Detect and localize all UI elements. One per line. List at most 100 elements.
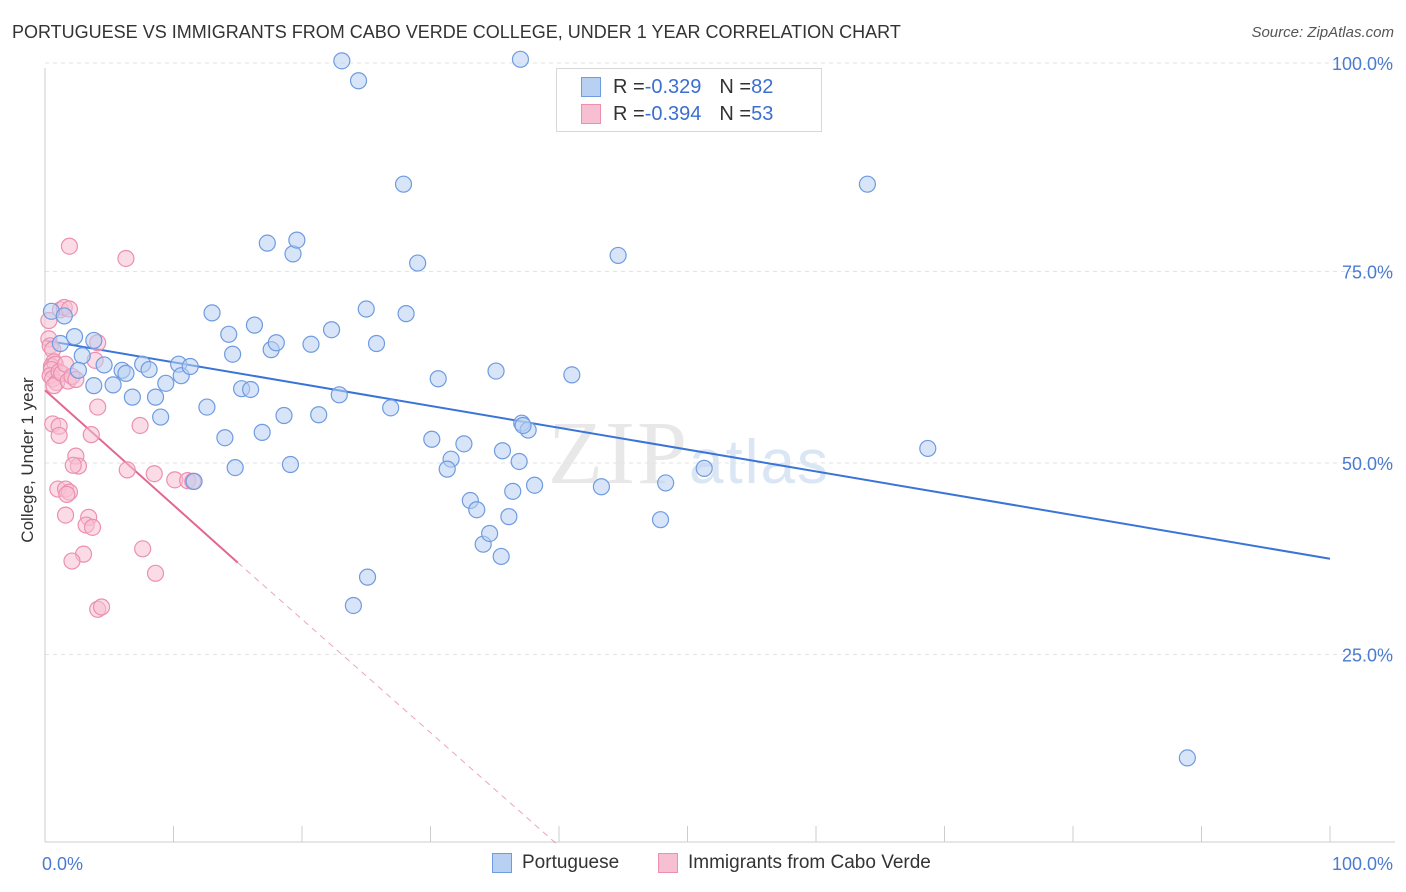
data-point-cabo-verde bbox=[63, 552, 81, 570]
data-point-cabo-verde bbox=[83, 518, 102, 536]
legend-label-portuguese: Portuguese bbox=[522, 852, 620, 873]
source-credit: Source: ZipAtlas.com bbox=[1251, 24, 1394, 41]
data-point-portuguese bbox=[288, 231, 306, 249]
data-point-portuguese bbox=[157, 374, 175, 392]
data-point-cabo-verde bbox=[89, 398, 107, 416]
y-tick-label: 75.0% bbox=[1342, 263, 1393, 283]
data-point-portuguese bbox=[253, 423, 271, 441]
data-point-portuguese bbox=[220, 325, 238, 343]
data-point-portuguese bbox=[333, 52, 351, 70]
data-point-portuguese bbox=[85, 331, 103, 350]
legend-r-value: -0.329 bbox=[644, 75, 702, 98]
data-point-portuguese bbox=[198, 398, 216, 416]
trend-line-cabo-verde bbox=[44, 389, 239, 564]
data-point-portuguese bbox=[394, 175, 413, 193]
data-point-portuguese bbox=[357, 300, 375, 318]
legend-swatch-pink bbox=[581, 104, 601, 124]
data-point-portuguese bbox=[242, 380, 260, 399]
data-point-portuguese bbox=[919, 439, 937, 458]
data-point-portuguese bbox=[349, 72, 368, 90]
data-point-portuguese bbox=[65, 328, 84, 346]
data-point-cabo-verde bbox=[146, 564, 165, 582]
data-point-portuguese bbox=[1178, 749, 1196, 767]
correlation-legend: R = -0.329 N = 82 R = -0.394 N = 53 bbox=[556, 68, 822, 132]
legend-swatch-blue bbox=[581, 77, 601, 97]
data-point-portuguese bbox=[51, 334, 70, 353]
x-axis-ticks bbox=[44, 826, 1331, 842]
trend-lines bbox=[44, 339, 1331, 847]
axes bbox=[44, 68, 1395, 843]
data-point-portuguese bbox=[423, 430, 441, 448]
trend-line-cabo-verde-extension bbox=[237, 562, 560, 847]
data-point-portuguese bbox=[203, 304, 221, 322]
data-point-portuguese bbox=[358, 568, 377, 586]
data-point-portuguese bbox=[455, 435, 473, 453]
data-point-portuguese bbox=[382, 399, 400, 417]
data-point-portuguese bbox=[409, 254, 427, 272]
y-tick-label: 100.0% bbox=[1332, 54, 1393, 74]
legend-r-label: R = bbox=[613, 75, 645, 98]
legend-item-cabo-verde: Immigrants from Cabo Verde bbox=[658, 852, 931, 874]
data-point-portuguese bbox=[104, 376, 122, 394]
data-point-portuguese bbox=[504, 482, 522, 500]
data-point-portuguese bbox=[330, 386, 348, 404]
data-point-portuguese bbox=[492, 547, 510, 566]
data-point-portuguese bbox=[397, 305, 415, 323]
legend-n-label: N = bbox=[719, 102, 752, 125]
data-point-portuguese bbox=[322, 321, 341, 339]
data-point-portuguese bbox=[140, 360, 158, 379]
data-point-portuguese bbox=[858, 175, 877, 193]
data-point-cabo-verde bbox=[82, 426, 100, 444]
legend-n-value: 53 bbox=[751, 102, 774, 125]
data-point-cabo-verde bbox=[64, 456, 82, 474]
data-point-portuguese bbox=[592, 478, 611, 496]
data-point-portuguese bbox=[281, 455, 300, 474]
legend-r-label: R = bbox=[613, 102, 645, 125]
data-point-portuguese bbox=[216, 429, 234, 447]
x-tick-label-max: 100.0% bbox=[1332, 854, 1393, 874]
data-point-portuguese bbox=[224, 345, 242, 363]
data-point-portuguese bbox=[245, 316, 264, 334]
data-point-cabo-verde bbox=[118, 461, 136, 479]
legend-r-value: -0.394 bbox=[644, 102, 702, 125]
data-point-portuguese bbox=[438, 460, 456, 478]
data-point-portuguese bbox=[511, 50, 530, 68]
data-point-portuguese bbox=[95, 356, 113, 374]
data-point-portuguese bbox=[651, 511, 670, 529]
legend-swatch-blue bbox=[492, 853, 512, 873]
y-tick-label: 50.0% bbox=[1342, 454, 1393, 474]
data-point-portuguese bbox=[55, 307, 73, 325]
data-point-portuguese bbox=[123, 388, 141, 406]
trend-line-portuguese bbox=[44, 339, 1331, 560]
data-point-portuguese bbox=[258, 234, 276, 252]
data-point-portuguese bbox=[510, 452, 528, 471]
data-point-portuguese bbox=[181, 357, 199, 376]
data-point-portuguese bbox=[275, 406, 293, 425]
data-point-cabo-verde bbox=[60, 237, 79, 255]
data-point-cabo-verde bbox=[131, 416, 149, 435]
data-point-portuguese bbox=[146, 388, 165, 406]
data-point-portuguese bbox=[302, 335, 320, 353]
data-point-cabo-verde bbox=[50, 426, 68, 445]
legend-label-cabo-verde: Immigrants from Cabo Verde bbox=[688, 852, 931, 873]
data-point-portuguese bbox=[487, 362, 505, 380]
data-point-portuguese bbox=[525, 476, 544, 494]
grid-lines bbox=[45, 62, 1395, 655]
data-point-cabo-verde bbox=[58, 485, 76, 504]
data-point-portuguese bbox=[695, 459, 713, 477]
data-point-portuguese bbox=[609, 246, 627, 265]
chart-title: PORTUGUESE VS IMMIGRANTS FROM CABO VERDE… bbox=[12, 22, 901, 42]
y-axis-tick-labels: 100.0% 75.0% 50.0% 25.0% bbox=[1332, 54, 1393, 666]
data-point-cabo-verde bbox=[117, 249, 135, 268]
data-point-portuguese bbox=[514, 416, 532, 435]
data-point-portuguese bbox=[468, 501, 486, 519]
data-point-portuguese bbox=[152, 408, 170, 426]
series-cabo-verde-points bbox=[40, 237, 202, 618]
data-point-portuguese bbox=[73, 347, 91, 365]
data-point-portuguese bbox=[310, 406, 328, 424]
data-point-portuguese bbox=[69, 361, 88, 379]
data-point-cabo-verde bbox=[56, 506, 75, 524]
data-point-portuguese bbox=[117, 364, 135, 382]
data-point-portuguese bbox=[563, 366, 581, 384]
data-point-portuguese bbox=[657, 474, 675, 492]
